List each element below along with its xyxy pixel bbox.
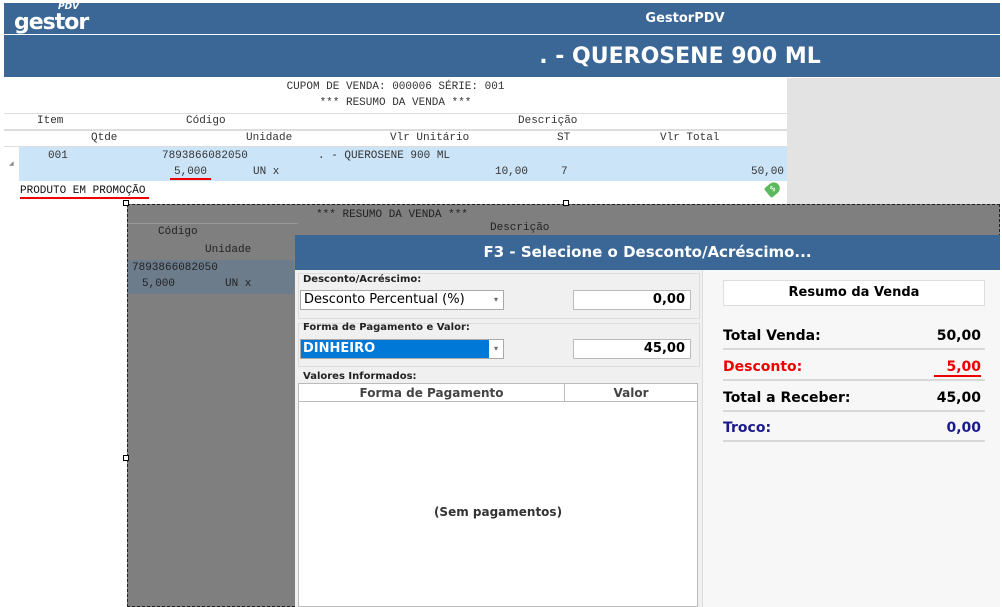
overlay-codigo: Código	[158, 226, 198, 238]
col-forma-pagamento[interactable]: Forma de Pagamento	[299, 384, 565, 402]
troco-label: Troco:	[723, 420, 772, 436]
row-qtde: 5,000	[170, 166, 212, 180]
col-vlr-total: Vlr Total	[660, 132, 720, 144]
col-item: Item	[37, 115, 64, 127]
resumo-line: *** RESUMO DA VENDA ***	[319, 97, 472, 109]
logo-sup: PDV	[58, 2, 80, 12]
col-vlr-unit: Vlr Unitário	[390, 132, 470, 144]
summary-title: Resumo da Venda	[723, 280, 985, 306]
divider	[128, 223, 298, 224]
col-st: ST	[557, 132, 571, 144]
valores-group-label: Valores Informados:	[303, 371, 417, 382]
cupom-line: CUPOM DE VENDA: 000006 SÉRIE: 001	[286, 81, 505, 93]
app-title: GestorPDV	[645, 11, 725, 26]
desconto-group-label: Desconto/Acréscimo:	[303, 274, 422, 285]
pagamento-value-input[interactable]: 45,00	[573, 339, 691, 359]
app-header	[4, 3, 1000, 34]
desconto-value: 5,00	[934, 359, 981, 377]
col-codigo: Código	[186, 115, 226, 127]
pagamento-type-select[interactable]: DINHEIRO ▾	[300, 339, 504, 359]
logo: gestor	[14, 10, 89, 35]
desconto-value-input[interactable]: 0,00	[573, 290, 691, 310]
item-row[interactable]	[19, 147, 787, 181]
row-codigo: 7893866082050	[162, 150, 248, 162]
chevron-down-icon: ▾	[493, 295, 498, 304]
pagamento-type-value: DINHEIRO	[301, 340, 489, 358]
row-descricao: . - QUEROSENE 900 ML	[318, 150, 451, 162]
desconto-type-select[interactable]: Desconto Percentual (%) ▾	[300, 290, 504, 310]
overlay-resumo: *** RESUMO DA VENDA ***	[316, 209, 468, 221]
desconto-type-value: Desconto Percentual (%)	[304, 292, 465, 307]
promo-label: PRODUTO EM PROMOÇÃO	[20, 185, 150, 199]
side-panel	[787, 78, 1000, 204]
promo-tag-icon: $	[763, 179, 783, 199]
expand-icon[interactable]: ◢	[9, 160, 14, 167]
desconto-label: Desconto:	[723, 359, 803, 375]
resize-handle[interactable]	[563, 200, 569, 206]
overlay-row	[128, 260, 294, 294]
total-venda-label: Total Venda:	[723, 328, 821, 344]
empty-payments: (Sem pagamentos)	[433, 505, 563, 519]
total-receber-label: Total a Receber:	[723, 390, 851, 406]
troco-row: Troco: 0,00	[723, 412, 985, 442]
col-descricao: Descrição	[518, 115, 578, 127]
desconto-row: Desconto: 5,00	[723, 351, 985, 381]
total-receber-row: Total a Receber: 45,00	[723, 382, 985, 412]
summary-panel: Resumo da Venda Total Venda: 50,00 Descon…	[702, 270, 1000, 607]
row-item: 001	[48, 150, 68, 162]
dialog-title: F3 - Selecione o Desconto/Acréscimo...	[295, 235, 1000, 270]
product-band	[4, 35, 1000, 77]
col-unidade: Unidade	[246, 132, 293, 144]
overlay-row-unidade: UN x	[225, 278, 252, 290]
chevron-down-icon: ▾	[493, 344, 498, 353]
overlay-row-codigo: 7893866082050	[132, 262, 218, 274]
overlay-row-qtde: 5,000	[142, 278, 176, 290]
overlay-descricao: Descrição	[490, 222, 550, 234]
col-qtde: Qtde	[91, 132, 118, 144]
total-receber-value: 45,00	[936, 390, 981, 406]
row-vlr-total: 50,00	[750, 166, 784, 178]
row-st: 7	[561, 166, 568, 178]
payments-table[interactable]	[298, 383, 698, 607]
total-venda-row: Total Venda: 50,00	[723, 320, 985, 350]
col-valor[interactable]: Valor	[565, 384, 697, 402]
overlay-unidade: Unidade	[205, 244, 252, 256]
row-unidade: UN x	[253, 166, 280, 178]
header-row-2	[4, 130, 787, 147]
resize-handle[interactable]	[123, 455, 129, 461]
header-row-1	[4, 113, 787, 130]
product-title: . - QUEROSENE 900 ML	[539, 44, 821, 69]
discount-dialog: F3 - Selecione o Desconto/Acréscimo... D…	[295, 235, 1000, 607]
row-vlr-unit: 10,00	[494, 166, 528, 178]
pagamento-group-label: Forma de Pagamento e Valor:	[303, 322, 470, 333]
resize-handle[interactable]	[123, 200, 129, 206]
total-venda-value: 50,00	[936, 328, 981, 344]
troco-value: 0,00	[946, 420, 981, 436]
